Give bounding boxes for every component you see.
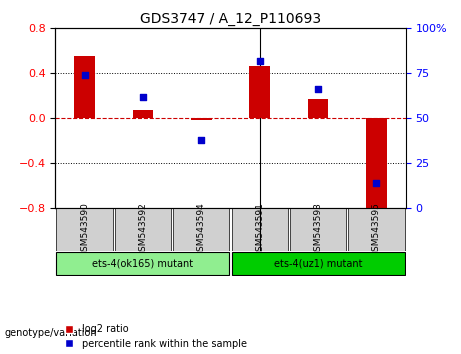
Bar [308, 99, 328, 118]
Text: GSM543594: GSM543594 [197, 202, 206, 257]
FancyBboxPatch shape [232, 208, 288, 251]
FancyBboxPatch shape [290, 208, 346, 251]
Text: GSM543595: GSM543595 [372, 202, 381, 257]
Point [139, 94, 147, 99]
FancyBboxPatch shape [173, 208, 229, 251]
Text: GSM543591: GSM543591 [255, 202, 264, 257]
Point [314, 86, 322, 92]
Text: GSM543593: GSM543593 [313, 202, 323, 257]
FancyBboxPatch shape [57, 208, 112, 251]
Legend: log2 ratio, percentile rank within the sample: log2 ratio, percentile rank within the s… [60, 320, 250, 353]
Bar [366, 118, 387, 216]
Bar [74, 56, 95, 118]
Text: GSM543590: GSM543590 [80, 202, 89, 257]
Text: ets-4(ok165) mutant: ets-4(ok165) mutant [92, 258, 194, 269]
Point [373, 180, 380, 185]
Point [256, 58, 263, 63]
Title: GDS3747 / A_12_P110693: GDS3747 / A_12_P110693 [140, 12, 321, 26]
Text: genotype/variation: genotype/variation [5, 328, 97, 338]
FancyBboxPatch shape [349, 208, 404, 251]
Bar [249, 67, 270, 118]
Text: GSM543592: GSM543592 [138, 202, 148, 257]
Point [198, 137, 205, 142]
Point [81, 72, 88, 78]
Bar [133, 110, 153, 118]
FancyBboxPatch shape [232, 252, 404, 275]
FancyBboxPatch shape [115, 208, 171, 251]
FancyBboxPatch shape [57, 252, 229, 275]
Bar [191, 118, 212, 120]
Text: ets-4(uz1) mutant: ets-4(uz1) mutant [274, 258, 362, 269]
